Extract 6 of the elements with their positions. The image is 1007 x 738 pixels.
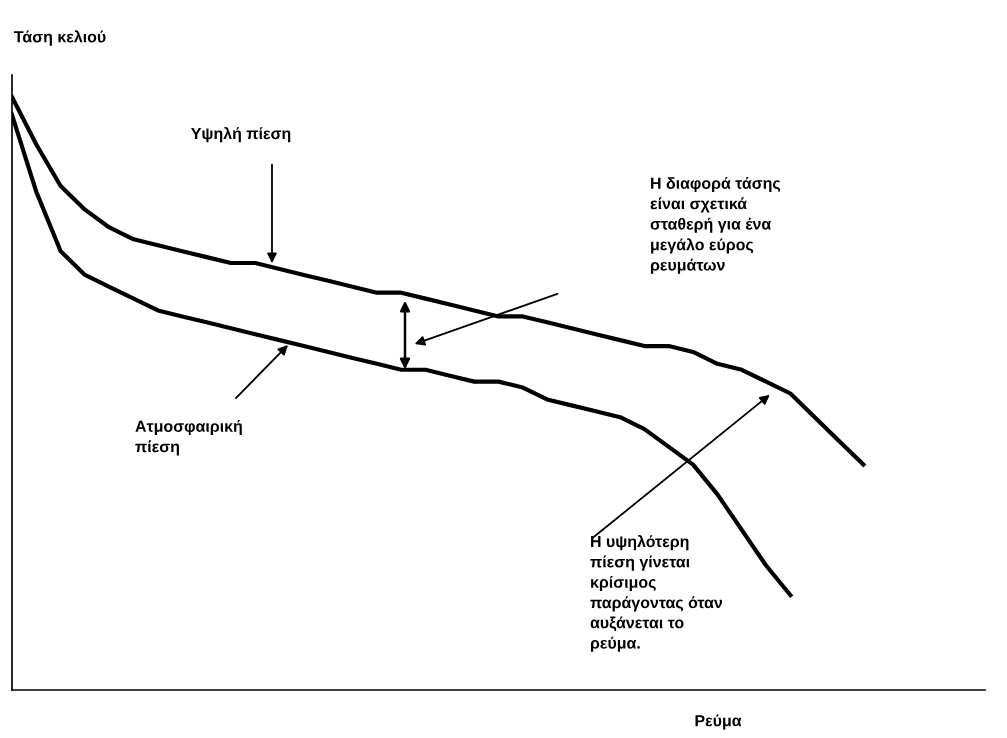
annotation: Ατμοσφαιρική πίεση — [135, 420, 242, 456]
annotation: Η διαφορά τάσης είναι σχετικά σταθερή για ένα μεγάλο εύρος ρευμάτων — [650, 177, 781, 274]
y-axis-title: Τάση κελιού — [13, 30, 106, 46]
annotation: Η υψηλότερη πίεση γίνεται κρίσιμος παράγοντας όταν αυξάνεται το ρεύμα. — [590, 535, 723, 652]
annotation: Υψηλή πίεση — [191, 127, 291, 143]
x-axis-title: Ρεύμα — [695, 714, 742, 730]
